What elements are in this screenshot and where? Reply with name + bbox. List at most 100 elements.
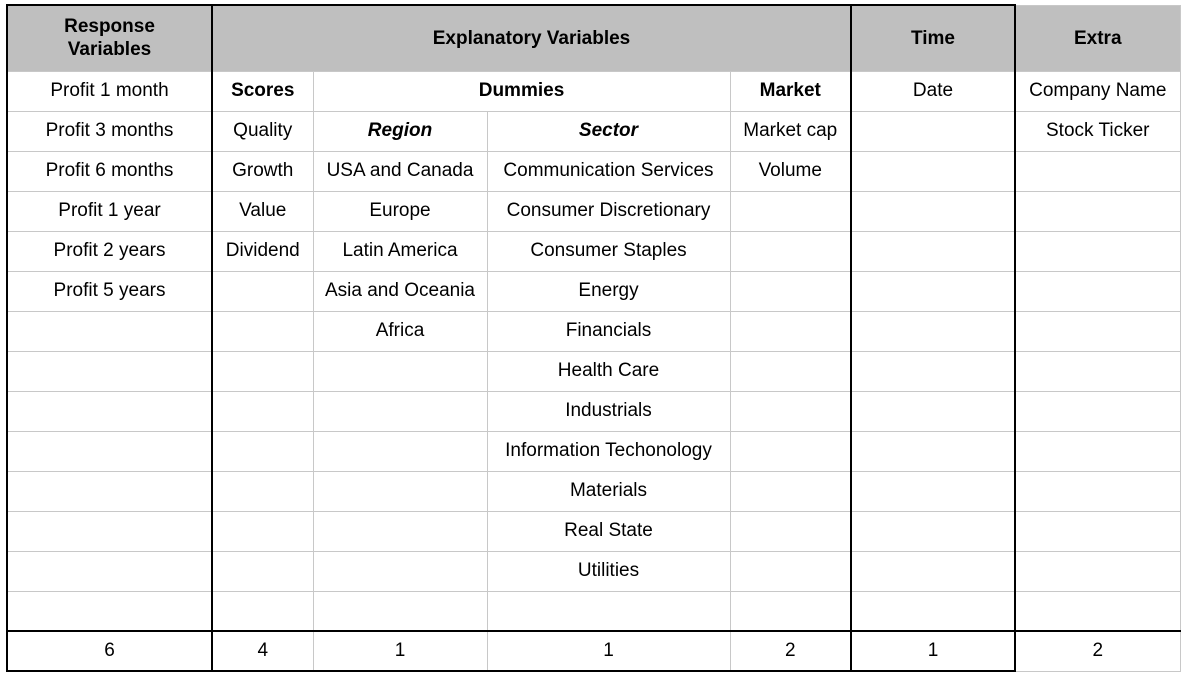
time-cell [850,310,1016,352]
response-subheader: Profit 1 month [6,70,213,112]
region-cell [312,510,488,552]
scores-cell [211,470,314,512]
market-cell [729,310,852,352]
table-row: Real State [6,510,1181,552]
response-cell: Profit 5 years [6,270,213,312]
extra-cell [1014,190,1181,232]
scores-cell: Growth [211,150,314,192]
sector-cell: Financials [486,310,731,352]
extra-cell [1014,430,1181,472]
time-cell [850,350,1016,392]
sector-label: Sector [486,110,731,152]
extra-subheader: Company Name [1014,70,1181,112]
sector-cell: Consumer Discretionary [486,190,731,232]
table-row: Information Techonology [6,430,1181,472]
total-sector: 1 [486,630,731,672]
time-cell [850,390,1016,432]
sector-cell: Health Care [486,350,731,392]
scores-cell [211,390,314,432]
table-row: Industrials [6,390,1181,432]
total-region: 1 [312,630,488,672]
region-cell: USA and Canada [312,150,488,192]
time-cell [850,510,1016,552]
table-row: Africa Financials [6,310,1181,352]
market-subheader: Market [729,70,852,112]
extra-cell [1014,270,1181,312]
region-cell [312,470,488,512]
market-cell [729,390,852,432]
extra-cell [1014,350,1181,392]
table-row: Profit 2 years Dividend Latin America Consu… [6,230,1181,272]
market-cell [729,510,852,552]
table-row [6,590,1181,632]
extra-cell [1014,590,1181,632]
time-cell [850,550,1016,592]
time-subheader: Date [850,70,1016,112]
market-cell: Volume [729,150,852,192]
table-row: Profit 1 year Value Europe Consumer Discret… [6,190,1181,232]
market-cell [729,350,852,392]
region-cell: Latin America [312,230,488,272]
scores-cell [211,510,314,552]
dummies-subheader: Dummies [312,70,731,112]
scores-subheader: Scores [211,70,314,112]
scores-cell: Value [211,190,314,232]
scores-cell [211,350,314,392]
scores-cell: Dividend [211,230,314,272]
table-row: Health Care [6,350,1181,392]
market-cell [729,270,852,312]
table-row: Profit 6 months Growth USA and Canada Commu… [6,150,1181,192]
extra-cell [1014,470,1181,512]
scores-cell [211,310,314,352]
sector-cell: Consumer Staples [486,230,731,272]
time-cell [850,270,1016,312]
scores-cell [211,550,314,592]
scores-cell [211,270,314,312]
response-cell [6,510,213,552]
table-row: Profit 5 years Asia and Oceania Energy [6,270,1181,312]
scores-cell [211,590,314,632]
market-cell [729,190,852,232]
time-cell [850,110,1016,152]
response-cell [6,550,213,592]
variables-table: Response Variables Explanatory Variables… [6,4,1181,672]
sector-cell: Industrials [486,390,731,432]
response-cell [6,310,213,352]
extra-label: Stock Ticker [1014,110,1181,152]
market-cell [729,590,852,632]
region-cell: Asia and Oceania [312,270,488,312]
response-label: Profit 3 months [6,110,213,152]
region-label: Region [312,110,488,152]
region-cell [312,430,488,472]
region-cell [312,590,488,632]
time-cell [850,430,1016,472]
extra-cell [1014,510,1181,552]
extra-cell [1014,550,1181,592]
response-cell [6,590,213,632]
header-response-variables: Response Variables [6,4,213,72]
market-cell [729,550,852,592]
header-time: Time [850,4,1016,72]
time-cell [850,150,1016,192]
sector-cell [486,590,731,632]
response-cell [6,390,213,432]
sector-cell: Energy [486,270,731,312]
market-cell [729,430,852,472]
response-cell: Profit 2 years [6,230,213,272]
sector-cell: Utilities [486,550,731,592]
table-row: Materials [6,470,1181,512]
total-extra: 2 [1014,630,1181,672]
region-cell [312,350,488,392]
extra-cell [1014,150,1181,192]
sector-cell: Information Techonology [486,430,731,472]
market-cell [729,470,852,512]
market-cell [729,230,852,272]
sector-cell: Materials [486,470,731,512]
extra-cell [1014,390,1181,432]
total-response: 6 [6,630,213,672]
scores-label: Quality [211,110,314,152]
region-cell [312,390,488,432]
response-cell: Profit 1 year [6,190,213,232]
response-cell: Profit 6 months [6,150,213,192]
